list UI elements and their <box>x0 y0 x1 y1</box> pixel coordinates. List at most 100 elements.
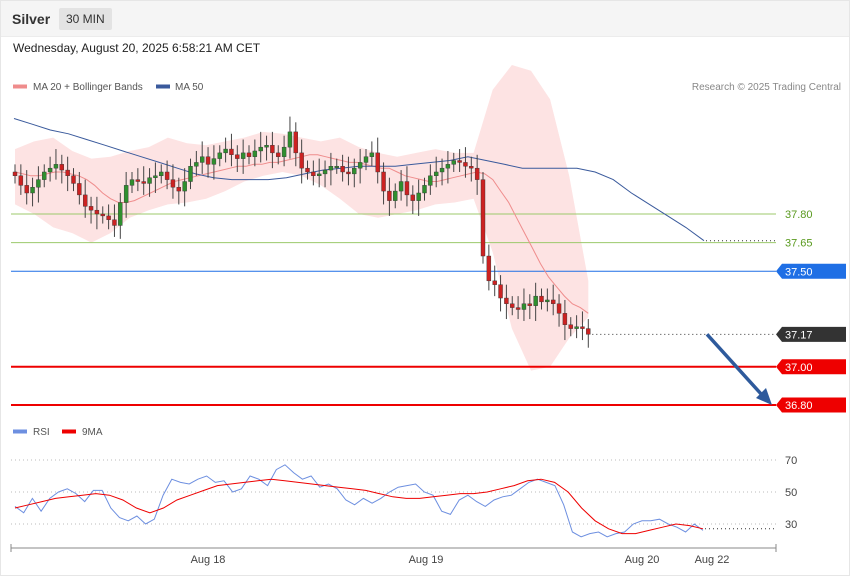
candle-body <box>30 187 35 194</box>
forecast-arrow-head <box>756 388 772 405</box>
candle-body <box>574 326 579 329</box>
price-label-36-80: 36.80 <box>785 400 813 412</box>
candle-body <box>170 179 176 188</box>
forecast-arrow <box>705 333 764 397</box>
candle-body <box>416 192 421 201</box>
candle-body <box>363 156 369 163</box>
candle-body <box>18 175 24 186</box>
candle-body <box>357 162 363 169</box>
price-tag-pivot <box>776 263 846 279</box>
candle-body <box>164 171 170 180</box>
candle-body <box>352 167 357 175</box>
rsi-tick-label: 70 <box>785 455 797 467</box>
candle-body <box>545 299 550 303</box>
candle-body <box>346 171 351 175</box>
candle-body <box>159 171 164 176</box>
candle-body <box>510 303 515 308</box>
candle-body <box>229 148 234 155</box>
candle-body <box>235 154 240 159</box>
candle-body <box>334 166 339 168</box>
candle-body <box>375 152 380 173</box>
candle-body <box>515 307 521 310</box>
candle-body <box>556 303 562 314</box>
candle-body <box>533 295 538 306</box>
x-tick-label: Aug 18 <box>191 554 226 566</box>
candle-body <box>504 297 509 304</box>
candle-body <box>317 173 322 176</box>
candle-body <box>439 167 445 173</box>
candle-body <box>77 183 82 196</box>
candle-body <box>410 194 415 201</box>
candle-body <box>381 171 386 192</box>
price-tag-support <box>776 397 846 413</box>
ma50-legend-label: MA 50 <box>175 82 204 93</box>
candle-body <box>562 313 568 325</box>
candle-body <box>12 171 18 176</box>
candle-body <box>112 219 117 226</box>
rsi-ma-legend-label: 9MA <box>82 427 103 438</box>
candle-body <box>498 284 503 299</box>
candle-body <box>88 206 94 211</box>
x-tick-label: Aug 20 <box>625 554 660 566</box>
ma20-legend-swatch <box>13 84 27 89</box>
candle-body <box>340 166 345 173</box>
candle-body <box>521 303 527 310</box>
rsi-legend-label: RSI <box>33 427 50 438</box>
candle-body <box>551 299 556 304</box>
candle-body <box>369 152 375 157</box>
candle-body <box>106 215 111 220</box>
rsi-tick-label: 30 <box>785 519 797 531</box>
candle-body <box>199 156 205 163</box>
candle-body <box>264 145 269 148</box>
candle-body <box>451 160 456 165</box>
candle-body <box>287 131 293 148</box>
candle-body <box>94 209 100 215</box>
candle-body <box>24 185 29 194</box>
candle-body <box>123 185 129 203</box>
candle-body <box>398 181 404 192</box>
price-label-37-50: 37.50 <box>785 266 813 278</box>
candle-body <box>82 194 88 207</box>
candle-body <box>586 328 591 335</box>
candle-body <box>469 166 474 169</box>
candle-body <box>118 202 123 226</box>
timeframe-selector[interactable]: 30 MIN <box>59 8 112 30</box>
candle-body <box>188 166 193 182</box>
price-label-37-65: 37.65 <box>785 238 813 250</box>
bollinger-band <box>15 65 589 371</box>
rsi-legend-swatch <box>13 429 27 434</box>
price-tag-support <box>776 359 846 375</box>
candle-body <box>211 158 217 165</box>
candle-body <box>42 171 47 180</box>
candle-body <box>205 156 211 165</box>
candle-body <box>276 152 281 157</box>
candle-body <box>47 167 53 173</box>
candle-body <box>258 146 263 152</box>
candle-body <box>474 167 480 180</box>
candle-body <box>428 175 433 186</box>
candle-body <box>457 160 462 163</box>
candle-body <box>176 187 182 192</box>
price-label-37-80: 37.80 <box>785 209 813 221</box>
candle-body <box>404 181 410 196</box>
timestamp: Wednesday, August 20, 2025 6:58:21 AM CE… <box>13 41 261 55</box>
candle-body <box>223 148 228 154</box>
candle-body <box>311 171 316 176</box>
candle-body <box>147 177 152 184</box>
candle-body <box>252 150 258 157</box>
price-label-37-17: 37.17 <box>785 329 813 341</box>
candle-body <box>153 175 158 178</box>
candle-body <box>194 162 199 167</box>
candle-body <box>492 280 497 285</box>
candle-body <box>445 164 451 169</box>
ma20-legend-label: MA 20 + Bollinger Bands <box>33 82 143 93</box>
candle-body <box>59 164 64 171</box>
ma50-legend-swatch <box>156 84 170 89</box>
copyright-label: Research © 2025 Trading Central <box>692 82 841 93</box>
candle-body <box>463 162 468 167</box>
candle-body <box>568 324 573 329</box>
rsi-ma-line <box>14 478 704 535</box>
candle-body <box>71 175 76 184</box>
candle-body <box>305 167 310 173</box>
